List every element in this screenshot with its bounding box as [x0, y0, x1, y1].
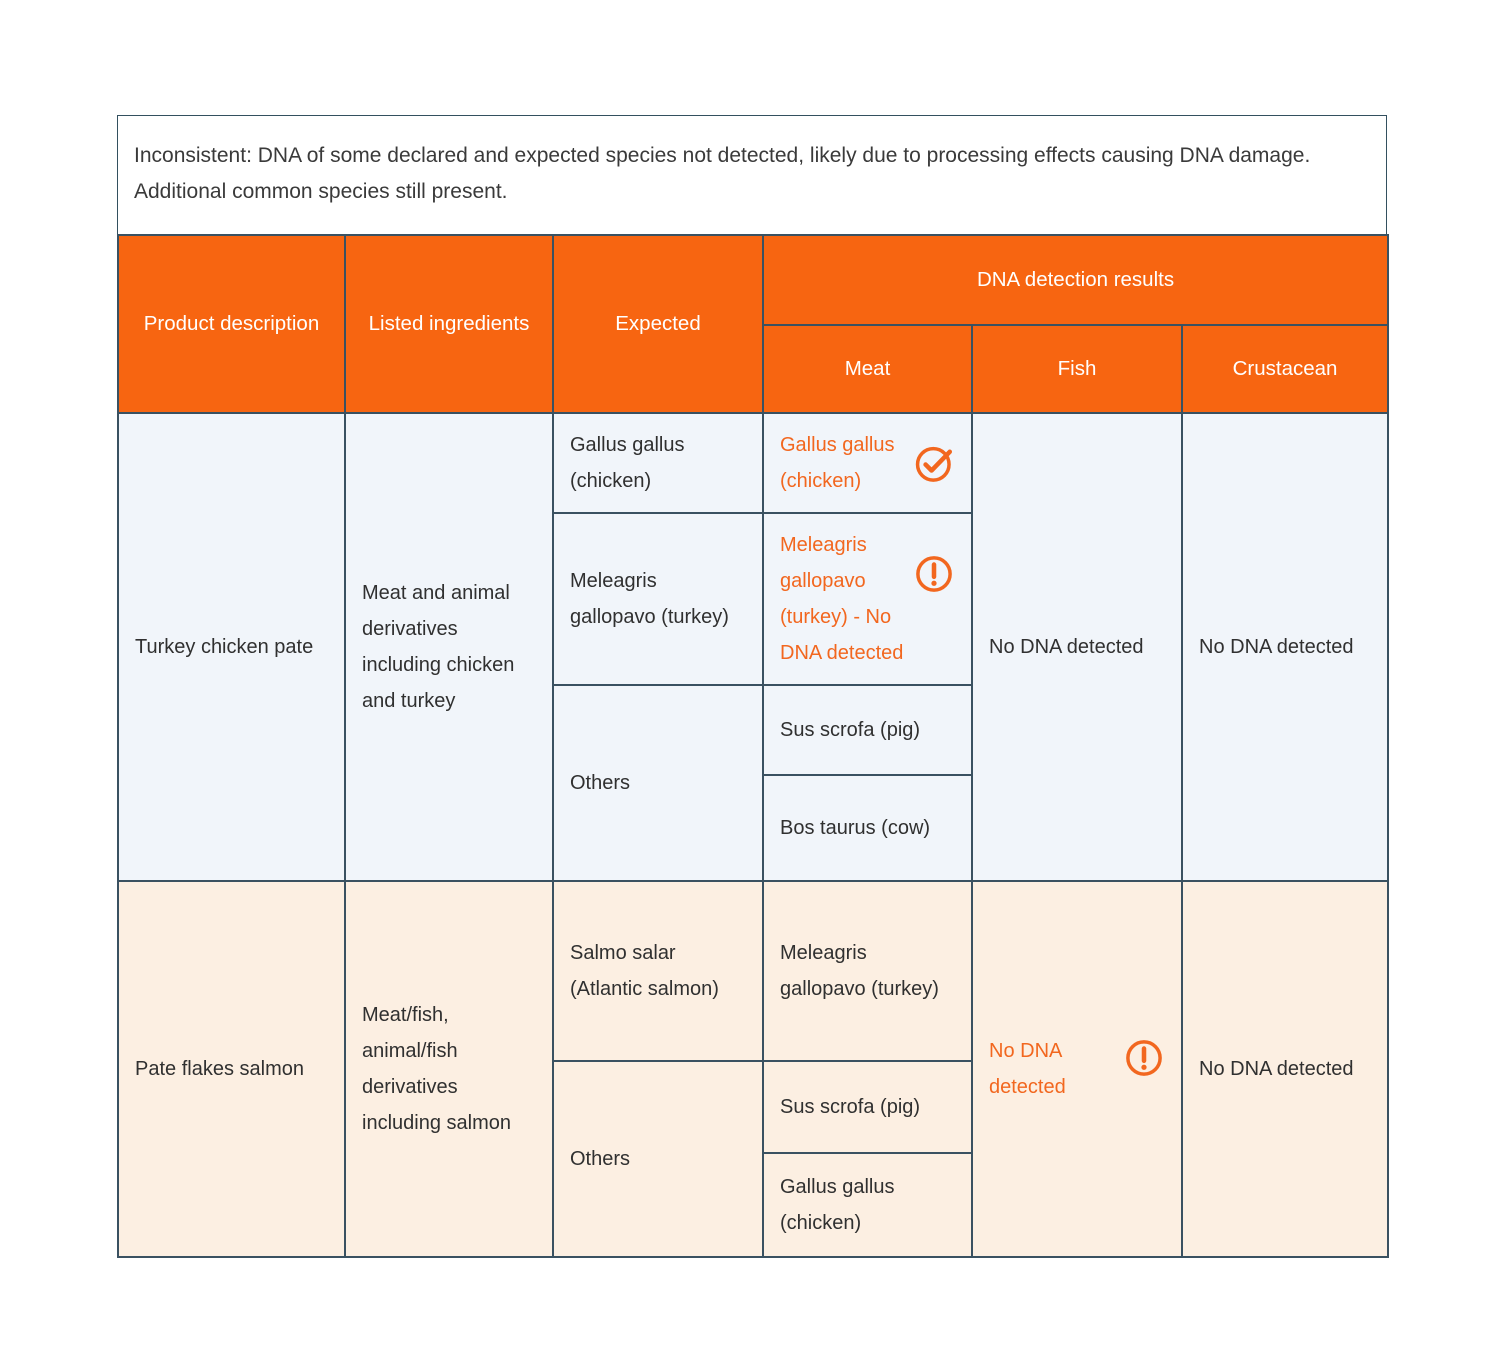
meat-cell: Sus scrofa (pig): [762, 684, 973, 777]
fish-cell: No DNA detected: [971, 880, 1183, 1259]
ingredients-text: Meat/fish, animal/fish derivatives inclu…: [362, 1004, 511, 1135]
product-cell: Turkey chicken pate: [117, 412, 346, 883]
ingredients-text: Meat and animal derivatives including ch…: [362, 582, 515, 713]
col-header-ingredients: Listed ingredients: [344, 234, 554, 415]
table-header: Product description Listed ingredients E…: [117, 234, 1390, 415]
product-cell: Pate flakes salmon: [117, 880, 346, 1259]
ingredients-cell: Meat and animal derivatives including ch…: [344, 412, 554, 883]
product-row-turkey-chicken-pate: Turkey chicken pate Meat and animal deri…: [117, 412, 1390, 883]
species-text: Meleagris gallopavo (turkey): [570, 570, 729, 629]
alert-circle-icon: [916, 556, 952, 593]
page-container: Inconsistent: DNA of some declared and e…: [117, 115, 1390, 1259]
col-header-crustacean: Crustacean: [1180, 324, 1390, 415]
meat-cell: Gallus gallus (chicken): [762, 1152, 973, 1259]
expected-cell: Salmo salar (Atlantic salmon): [552, 880, 764, 1063]
col-header-meat: Meat: [762, 324, 973, 415]
ingredients-cell: Meat/fish, animal/fish derivatives inclu…: [344, 880, 554, 1259]
species-text: Salmo salar (Atlantic salmon): [570, 942, 719, 1001]
species-text: Gallus gallus (chicken): [570, 434, 685, 493]
species-text: Gallus gallus (chicken): [780, 1176, 895, 1235]
col-header-expected: Expected: [552, 234, 764, 415]
expected-cell: Others: [552, 684, 764, 883]
check-circle-icon: [915, 447, 953, 483]
species-text: Others: [570, 1148, 631, 1171]
dna-results-table: Product description Listed ingredients E…: [117, 234, 1390, 1259]
species-text: Sus scrofa (pig): [780, 1096, 921, 1119]
species-text: Meleagris gallopavo (turkey) - No DNA de…: [780, 534, 904, 665]
meat-cell: Gallus gallus (chicken): [762, 412, 973, 515]
species-text: Gallus gallus (chicken): [780, 434, 895, 493]
result-text: No DNA detected: [1199, 1058, 1354, 1081]
product-text: Pate flakes salmon: [135, 1058, 304, 1081]
col-header-fish: Fish: [971, 324, 1183, 415]
fish-cell: No DNA detected: [971, 412, 1183, 883]
meat-cell: Meleagris gallopavo (turkey): [762, 880, 973, 1063]
col-header-dna-group: DNA detection results: [761, 234, 1390, 327]
expected-cell: Gallus gallus (chicken): [552, 412, 764, 515]
species-text: Sus scrofa (pig): [780, 719, 921, 742]
species-text: Meleagris gallopavo (turkey): [780, 942, 939, 1001]
result-text: No DNA detected: [989, 1040, 1066, 1099]
result-text: No DNA detected: [989, 636, 1144, 659]
expected-cell: Meleagris gallopavo (turkey): [552, 512, 764, 687]
meat-cell: Sus scrofa (pig): [762, 1060, 973, 1155]
species-text: Others: [570, 772, 631, 795]
product-row-pate-flakes-salmon: Pate flakes salmon Meat/fish, animal/fis…: [117, 880, 1390, 1259]
crustacean-cell: No DNA detected: [1180, 412, 1390, 883]
col-header-product: Product description: [117, 234, 346, 415]
note-box: Inconsistent: DNA of some declared and e…: [117, 115, 1387, 236]
note-text: Inconsistent: DNA of some declared and e…: [134, 144, 1311, 204]
result-text: No DNA detected: [1199, 636, 1354, 659]
crustacean-cell: No DNA detected: [1180, 880, 1390, 1259]
meat-cell: Bos taurus (cow): [762, 774, 973, 883]
alert-circle-icon: [1126, 1040, 1162, 1077]
meat-cell: Meleagris gallopavo (turkey) - No DNA de…: [762, 512, 973, 687]
species-text: Bos taurus (cow): [780, 817, 931, 840]
expected-cell: Others: [552, 1060, 764, 1259]
product-text: Turkey chicken pate: [135, 636, 314, 659]
